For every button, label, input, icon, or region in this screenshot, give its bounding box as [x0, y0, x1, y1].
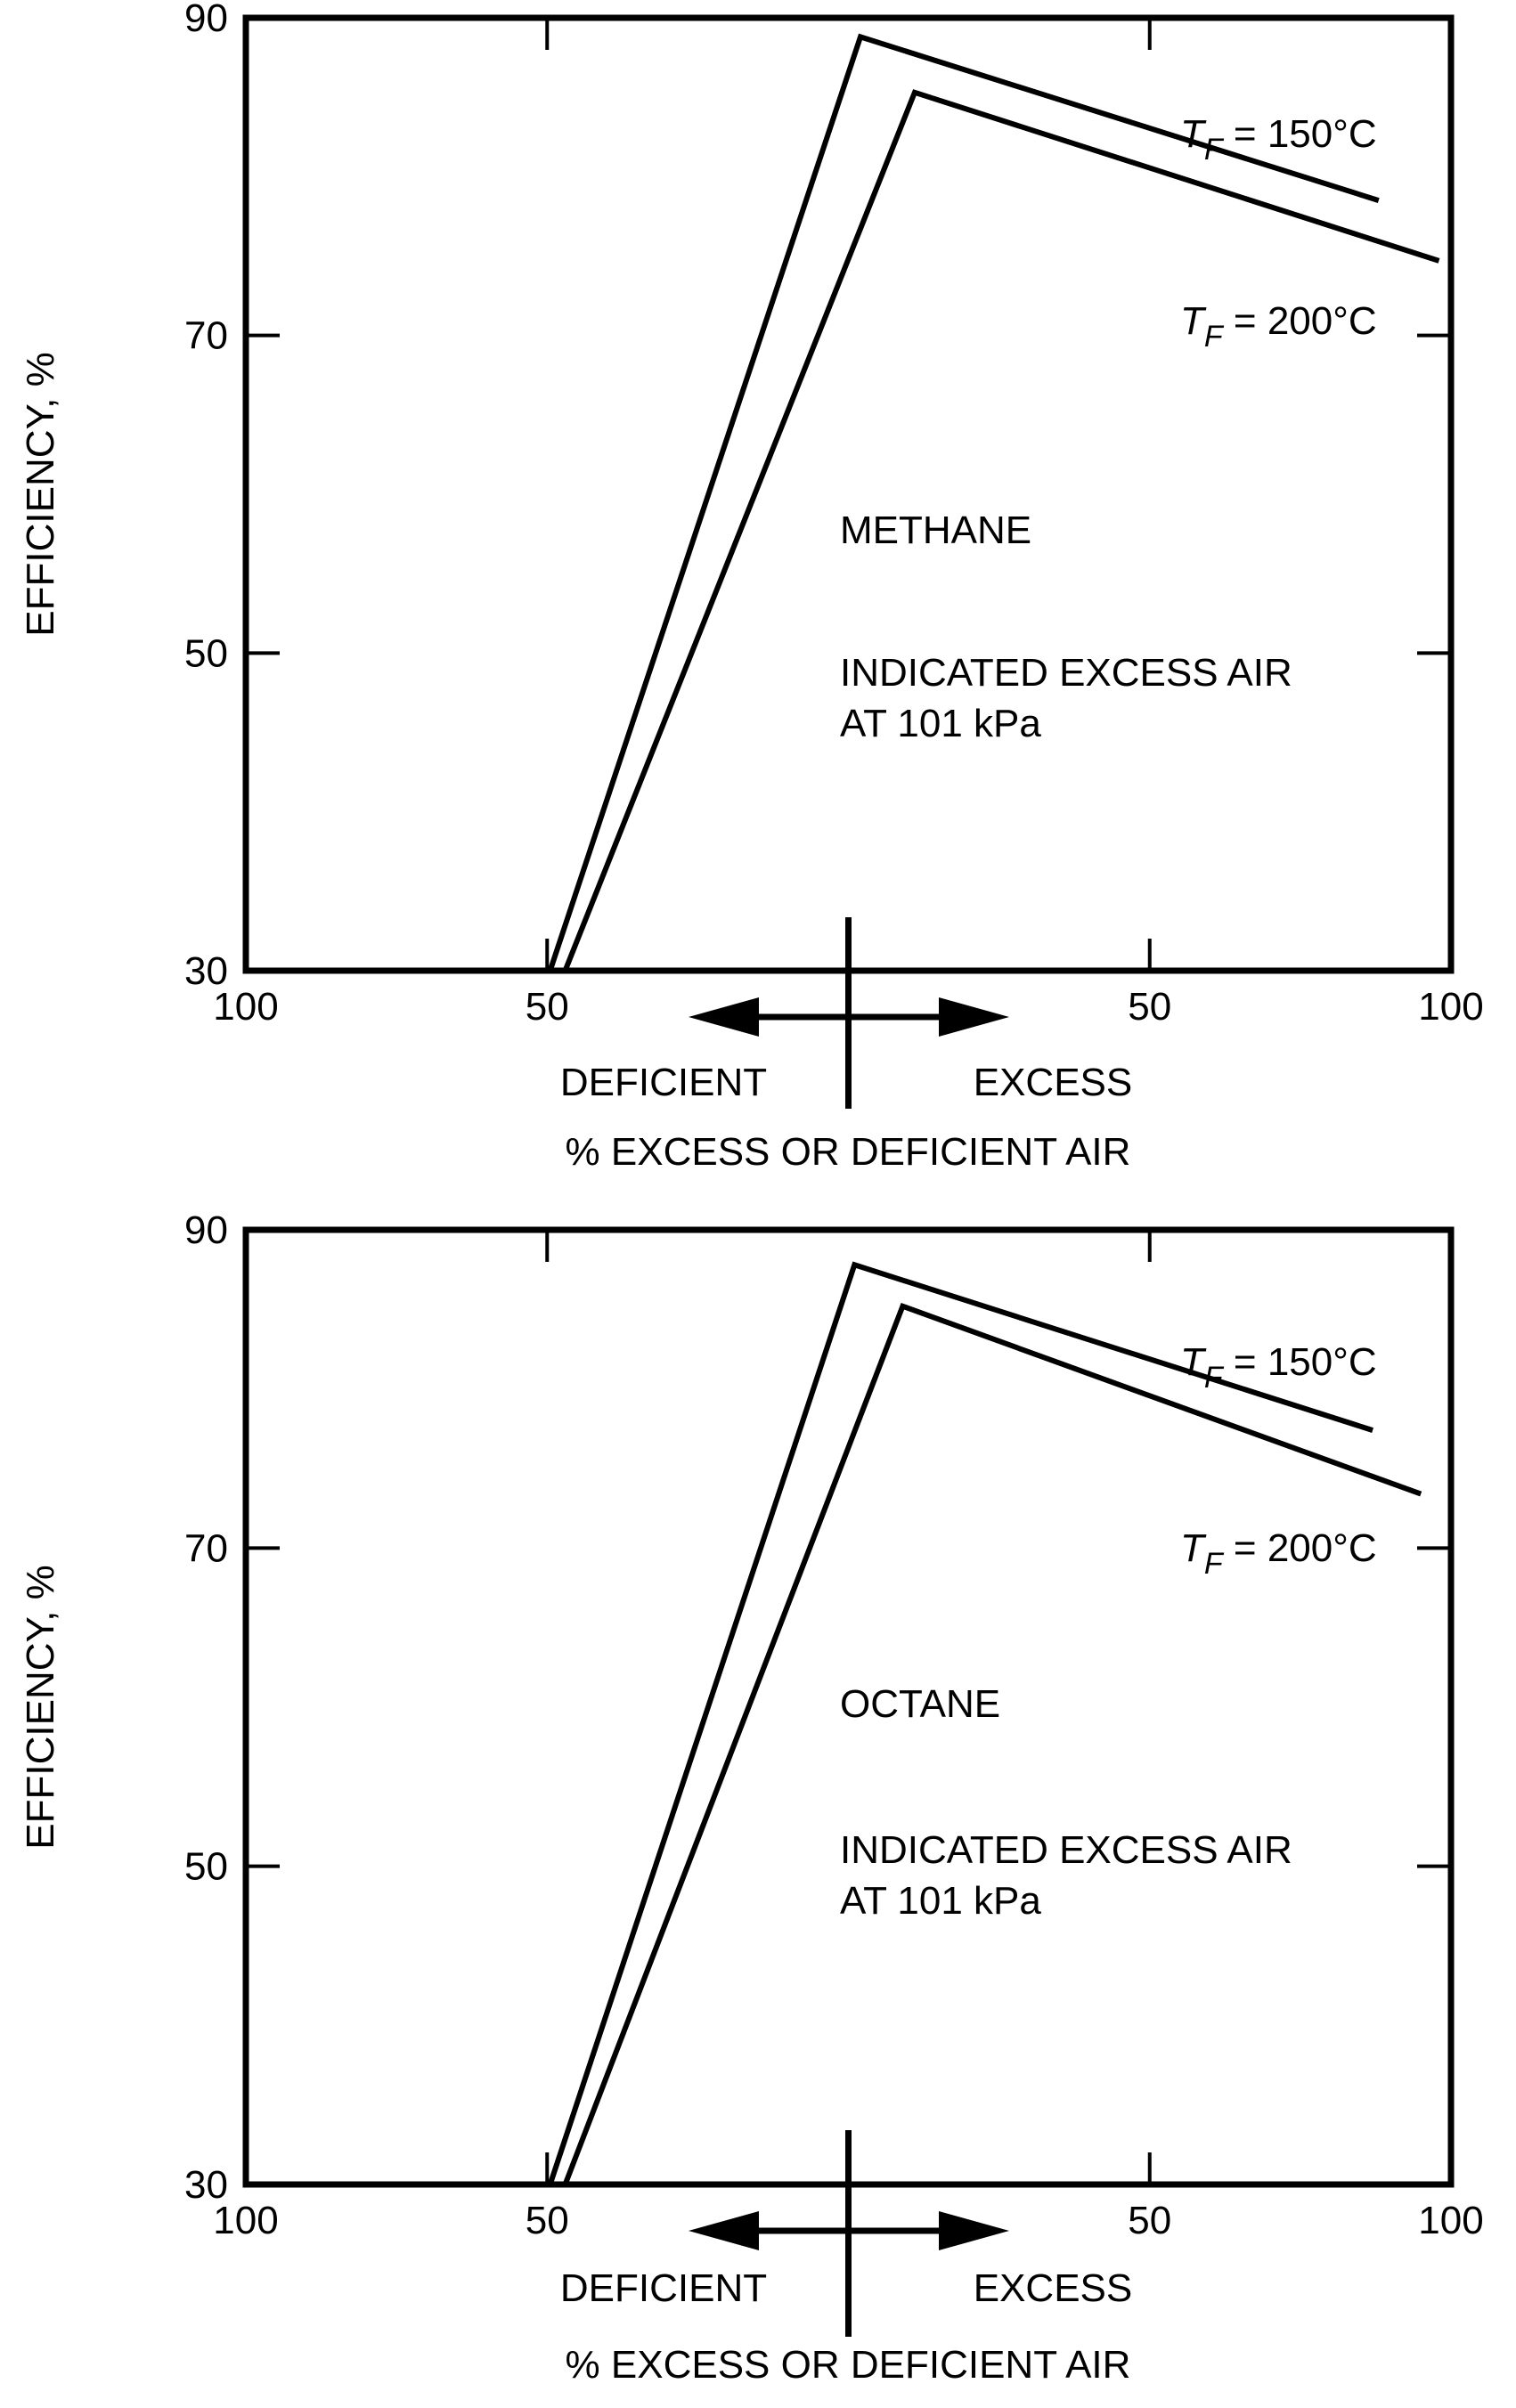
x-axis-title: % EXCESS OR DEFICIENT AIR [566, 2343, 1131, 2387]
series-label-tf-150: TF = 150°C [1180, 112, 1377, 167]
x-axis-title: % EXCESS OR DEFICIENT AIR [566, 1130, 1131, 1174]
y-tick-label: 70 [184, 314, 228, 358]
series-label-tf-200: TF = 200°C [1180, 299, 1377, 354]
chart-panel-methane: 30 50 70 90 100 50 50 100 DEFICIENT EXCESS % EXCES… [19, 0, 1484, 1174]
y-tick-label: 50 [184, 631, 228, 675]
y-tick-label: 90 [184, 1208, 228, 1252]
note-line-2: AT 101 kPa [840, 1879, 1041, 1923]
y-tick-label: 70 [184, 1526, 228, 1570]
y-tick-label: 30 [184, 2163, 228, 2207]
series-label-tf-200: TF = 200°C [1180, 1526, 1377, 1581]
series-line-tf-150 [547, 1261, 1374, 2185]
x-tick-label: 50 [1128, 985, 1171, 1029]
plot-frame [242, 14, 1455, 974]
x-tick-label: 50 [1128, 2199, 1171, 2242]
x-tick-label: 100 [1418, 985, 1483, 1029]
y-tick-label: 50 [184, 1845, 228, 1889]
excess-label: EXCESS [974, 1061, 1133, 1104]
chart-panel-octane: 30 50 70 90 100 50 50 100 DEFICIENT EXCESS % EXCES… [19, 1208, 1484, 2387]
note-line-1: INDICATED EXCESS AIR [840, 1828, 1292, 1872]
x-tick-label: 100 [213, 985, 278, 1029]
y-axis-title: EFFICIENCY, % [19, 1565, 62, 1849]
series-line-tf-200 [562, 89, 1440, 972]
panel-label: OCTANE [840, 1682, 1000, 1726]
series-line-tf-200 [562, 1302, 1422, 2186]
arrow-left-head-icon [689, 2211, 759, 2250]
y-tick-label: 30 [184, 949, 228, 993]
arrow-right-head-icon [939, 997, 1009, 1037]
panel-label: METHANE [840, 508, 1031, 552]
deficient-label: DEFICIENT [560, 2266, 767, 2310]
excess-label: EXCESS [974, 2266, 1133, 2310]
note-line-2: AT 101 kPa [840, 702, 1041, 745]
x-tick-label: 50 [526, 985, 569, 1029]
series-label-tf-150: TF = 150°C [1180, 1340, 1377, 1395]
arrow-right-head-icon [939, 2211, 1009, 2250]
arrow-left-head-icon [689, 997, 759, 1037]
y-tick-label: 90 [184, 0, 228, 40]
x-tick-label: 100 [1418, 2199, 1483, 2242]
deficient-label: DEFICIENT [560, 1061, 767, 1104]
x-tick-label: 50 [526, 2199, 569, 2242]
series-line-tf-150 [547, 33, 1380, 972]
note-line-1: INDICATED EXCESS AIR [840, 651, 1292, 695]
y-axis-title: EFFICIENCY, % [19, 352, 62, 636]
x-tick-label: 100 [213, 2199, 278, 2242]
